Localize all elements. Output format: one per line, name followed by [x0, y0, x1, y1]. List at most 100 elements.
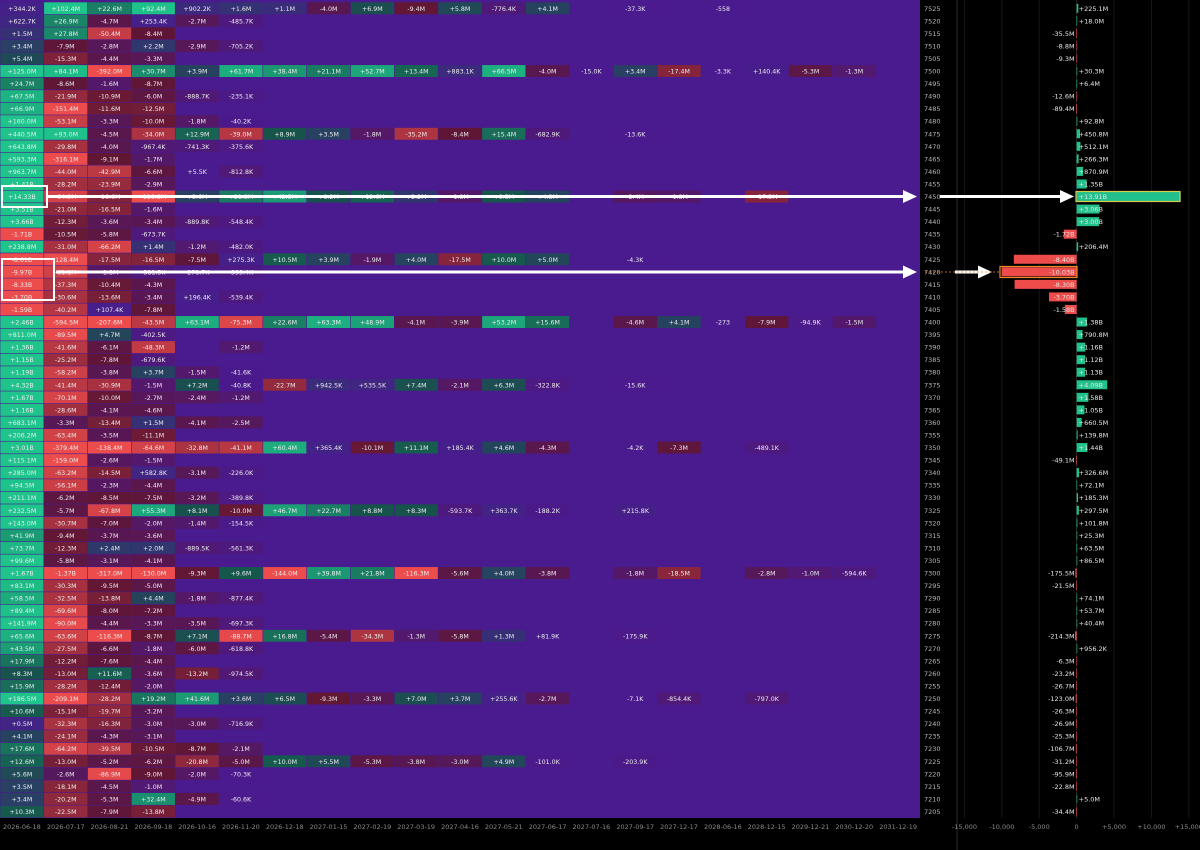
cell-value: -64.6M: [142, 445, 164, 452]
cell: [44, 667, 88, 680]
bar-label: -1.72B: [1053, 231, 1074, 239]
cell: [131, 90, 175, 103]
cell-value: +683.1M: [8, 420, 37, 427]
cell: [613, 65, 657, 77]
bar: [1076, 656, 1078, 666]
cell-value: -4.1M: [144, 558, 162, 565]
bar: [1076, 530, 1078, 540]
cell-value: +30.7M: [141, 69, 166, 76]
cell: [87, 341, 132, 354]
cell: [219, 629, 263, 642]
cell-value: -6.6M: [101, 646, 119, 653]
cell: [131, 140, 175, 153]
bar-label: +1.38B: [1079, 319, 1103, 327]
arrow-head: [903, 190, 917, 203]
cell-value: -379.4M: [53, 445, 79, 452]
cell: [0, 680, 44, 692]
cell-value: +253.4K: [140, 18, 168, 25]
cell: [87, 629, 132, 642]
highlight-bar-box: [999, 265, 1078, 279]
cell-value: +5.0M: [537, 257, 558, 264]
cell-value: +81.9K: [536, 633, 560, 640]
cell: [87, 516, 132, 529]
cell-value: -34.3M: [362, 633, 384, 640]
bar: [1076, 505, 1079, 515]
cell: [87, 303, 132, 316]
cell: [175, 629, 219, 642]
cell: [0, 554, 44, 567]
cell-value: -1.6M: [101, 81, 119, 88]
cell-value: +285.0M: [8, 470, 37, 477]
date-label: 2030-12-20: [835, 823, 873, 831]
cell-value: +206.2M: [8, 432, 37, 439]
cell-value: -13.8M: [142, 809, 164, 816]
cell: [87, 2, 132, 15]
cell: [87, 541, 132, 554]
cell-value: +582.8K: [140, 470, 168, 477]
cell-value: -12.2M: [55, 658, 77, 665]
cell: [219, 240, 263, 253]
cell: [526, 65, 570, 77]
cell: [0, 667, 44, 680]
cell-value: +2.46B: [10, 320, 34, 327]
x-tick-label: +15,000: [1175, 823, 1200, 831]
date-label: 2026-10-16: [178, 823, 216, 831]
cell: [44, 780, 88, 793]
cell: [0, 654, 44, 667]
bar-label: +25.3M: [1079, 532, 1105, 540]
cell-value: -128.4M: [53, 257, 79, 264]
cell: [44, 65, 88, 77]
cell: [131, 215, 175, 228]
strike-label: 7265: [924, 657, 941, 665]
cell: [745, 692, 789, 705]
cell: [0, 792, 44, 805]
bar: [1014, 279, 1077, 289]
strike-label: 7210: [924, 795, 941, 803]
cell-value: +38.4M: [272, 69, 297, 76]
cell: [131, 165, 175, 178]
cell-value: +7.2M: [187, 382, 208, 389]
cell-value: +1.41B: [10, 181, 34, 188]
cell-value: -28.6M: [55, 407, 77, 414]
cell-value: -697.3K: [229, 621, 254, 628]
cell: [263, 692, 307, 705]
cell-value: -3.3K: [715, 69, 732, 76]
cell: [44, 755, 88, 768]
cell: [0, 2, 44, 15]
bar: [1076, 129, 1081, 139]
cell: [482, 567, 526, 579]
strike-label: 7315: [924, 532, 941, 540]
cell: [482, 692, 526, 705]
bar-label: +3.06B: [1079, 206, 1103, 214]
cell-value: -9.3M: [188, 571, 206, 578]
bar: [1076, 355, 1086, 365]
cell: [44, 391, 88, 404]
cell-value: -5.8M: [57, 558, 75, 565]
cell: [44, 541, 88, 554]
bar-label: +6.4M: [1079, 80, 1100, 88]
strike-label: 7490: [924, 93, 941, 101]
cell: [87, 767, 132, 780]
strike-label: 7270: [924, 645, 941, 653]
cell: [0, 303, 44, 316]
cell: [701, 316, 745, 328]
cell-value: +238.8M: [8, 244, 37, 251]
cell: [219, 642, 263, 655]
cell: [394, 65, 438, 77]
bar: [1076, 706, 1078, 716]
x-tick-label: +10,000: [1137, 823, 1165, 831]
cell-value: -6.0M: [144, 94, 162, 101]
cell-value: +17.9M: [10, 658, 35, 665]
cell: [131, 780, 175, 793]
cell-value: -3.8M: [101, 370, 119, 377]
cell: [219, 14, 263, 27]
strike-label: 7500: [924, 68, 941, 76]
cell: [131, 441, 175, 454]
cell: [131, 52, 175, 65]
cell-value: -151.4M: [53, 106, 79, 113]
cell: [219, 366, 263, 379]
strike-label: 7420: [924, 268, 941, 276]
cell: [131, 792, 175, 805]
cell: [394, 692, 438, 705]
bar-label: -123.0M: [1048, 695, 1075, 703]
